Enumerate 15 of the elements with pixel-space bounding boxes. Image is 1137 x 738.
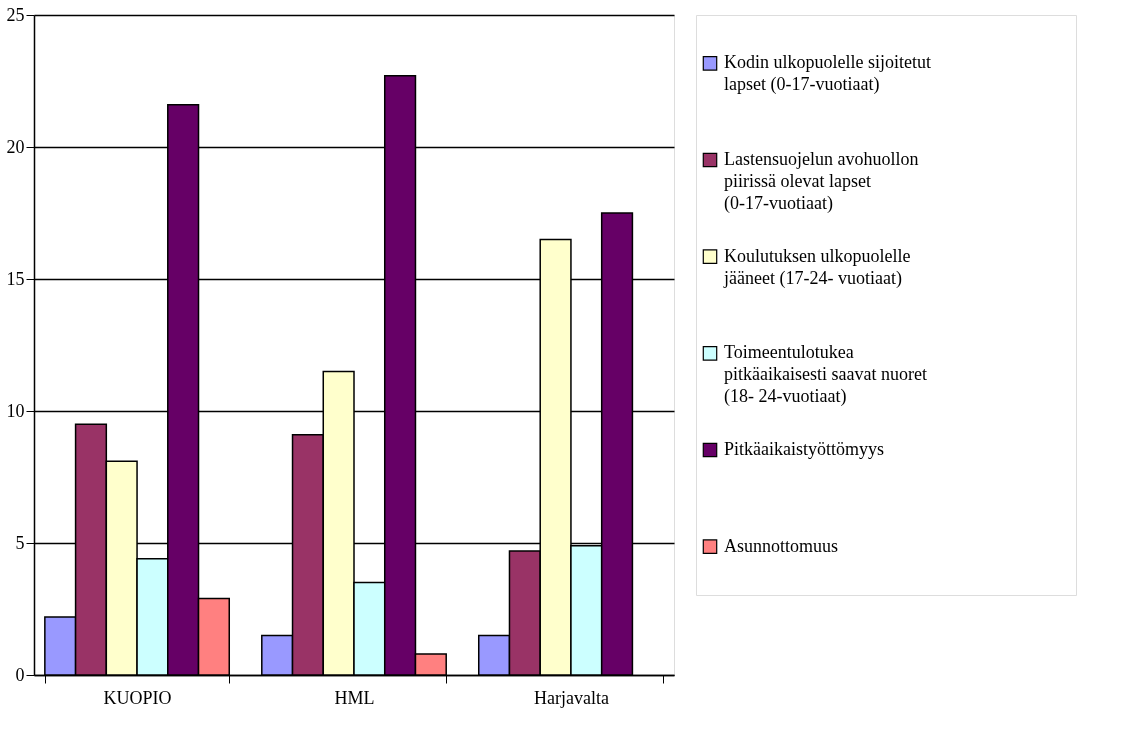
legend-label: Toimeentulotukea pitkäaikaisesti saavat nuoret (18- 24-vuotiaat) — [724, 342, 927, 408]
legend-label: Pitkäaikaistyöttömyys — [724, 439, 884, 459]
y-tick-label: 0 — [15, 664, 25, 685]
legend-label: Koulutuksen ulkopuolelle jääneet (17-24- vuotiaat) — [723, 245, 911, 289]
y-tick-label: 10 — [6, 400, 25, 421]
y-tick-label: 20 — [6, 136, 25, 157]
y-tick-label: 25 — [6, 4, 25, 25]
y-tick-label: 15 — [6, 268, 25, 289]
x-tick-label: Harjavalta — [533, 687, 609, 708]
legend-label: Kodin ulkopuolelle sijoitetut lapset (0-17-vuotiaat) — [724, 52, 931, 96]
x-tick-label: KUOPIO — [103, 687, 172, 708]
legend-label: Lastensuojelun avohuollon piirissä olevat lapset (0-17-vuotiaat) — [724, 149, 919, 214]
legend-label: Asunnottomuus — [724, 535, 839, 556]
y-tick-label: 5 — [15, 532, 25, 553]
x-tick-label: HML — [334, 687, 375, 708]
